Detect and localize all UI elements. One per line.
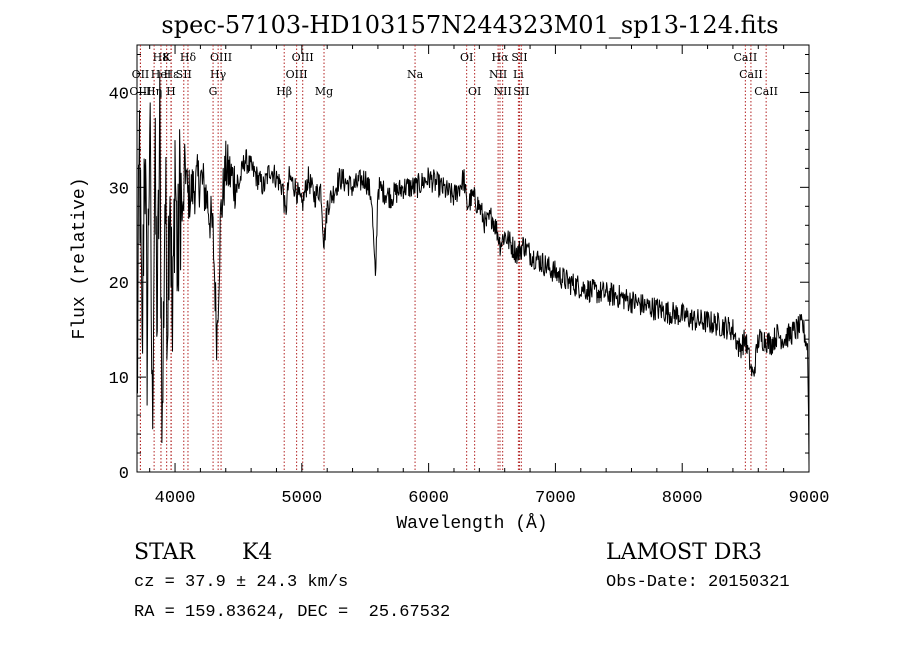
line-label: SII xyxy=(511,51,527,64)
x-tick-label: 9000 xyxy=(789,489,830,508)
line-label: Hβ xyxy=(276,85,292,98)
line-label: OIII xyxy=(129,85,151,98)
line-label: OIII xyxy=(286,68,308,81)
line-label: CaII xyxy=(754,85,778,98)
line-label: Mg xyxy=(315,85,333,98)
object-type: STAR xyxy=(134,540,195,565)
line-label: OI xyxy=(468,85,481,98)
line-label: NII xyxy=(494,85,512,98)
line-label: H xyxy=(166,85,176,98)
line-label: Hδ xyxy=(180,51,197,64)
line-label: HeI xyxy=(151,68,171,81)
y-tick-label: 30 xyxy=(109,180,129,199)
x-tick-label: 4000 xyxy=(155,489,196,508)
y-tick-label: 10 xyxy=(109,370,129,389)
x-tick-label: 7000 xyxy=(535,489,576,508)
x-tick-label: 6000 xyxy=(408,489,449,508)
chart-title: spec-57103-HD103157N244323M01_sp13-124.f… xyxy=(161,11,778,39)
line-label: G xyxy=(209,85,218,98)
line-label: OI xyxy=(460,51,473,64)
line-label: Hγ xyxy=(210,68,227,81)
survey-name: LAMOST DR3 xyxy=(606,540,762,565)
observation-date: Obs-Date: 20150321 xyxy=(606,573,790,592)
line-label: H8 xyxy=(153,51,170,64)
line-label: Hα xyxy=(491,51,509,64)
line-label: Li xyxy=(513,68,524,81)
spectral-subclass: K4 xyxy=(242,540,273,565)
line-label: CaII xyxy=(739,68,763,81)
plot-frame xyxy=(136,44,810,473)
y-tick-label: 0 xyxy=(119,465,129,484)
line-label: K xyxy=(163,51,172,64)
y-tick-label: 40 xyxy=(109,85,129,104)
line-label: NII xyxy=(489,68,507,81)
redshift-velocity: cz = 37.9 ± 24.3 km/s xyxy=(134,573,349,592)
line-label: Na xyxy=(407,68,424,81)
x-tick-label: 8000 xyxy=(662,489,703,508)
sky-coordinates: RA = 159.83624, DEC = 25.67532 xyxy=(134,603,451,622)
line-label: OIII xyxy=(292,51,314,64)
y-tick-label: 20 xyxy=(109,275,129,294)
line-label: SII xyxy=(513,85,529,98)
line-label: CaII xyxy=(734,51,758,64)
x-axis-title: Wavelength (Å) xyxy=(396,513,547,534)
y-axis-title: Flux (relative) xyxy=(70,177,90,339)
line-label: Hη xyxy=(146,85,162,98)
x-tick-label: 5000 xyxy=(281,489,322,508)
spectrum-line xyxy=(136,71,810,467)
line-label: OIII xyxy=(210,51,232,64)
line-label: SII xyxy=(176,68,192,81)
